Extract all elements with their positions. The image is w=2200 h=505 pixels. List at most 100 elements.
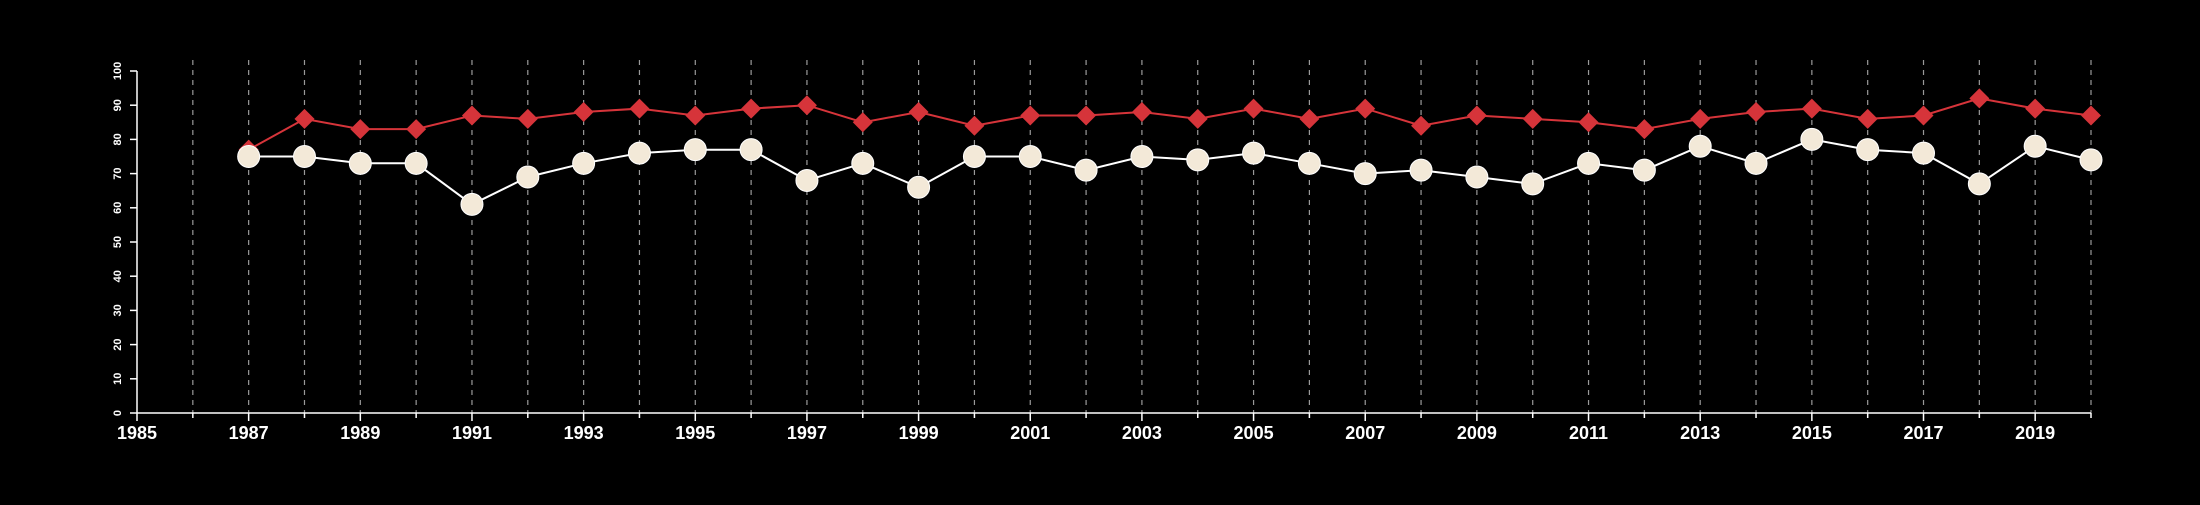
series-2-point xyxy=(1018,145,1042,168)
series-1-point xyxy=(1690,108,1711,129)
x-tick-label: 1987 xyxy=(229,423,269,443)
series-1-point xyxy=(629,98,650,119)
series-1-point xyxy=(1857,108,1878,129)
series-2-point xyxy=(1856,138,1880,162)
y-tick-label: 0 xyxy=(112,410,124,416)
series-1-point xyxy=(1746,102,1767,123)
series-2-point xyxy=(1242,141,1266,165)
series-1-point xyxy=(685,105,706,126)
y-tick-label: 40 xyxy=(112,270,124,282)
gridlines xyxy=(192,60,2092,413)
series-1-point xyxy=(1801,98,1822,119)
series-1-point xyxy=(1020,105,1041,126)
series-1-point xyxy=(1466,105,1487,126)
series-1-point xyxy=(1131,102,1152,123)
series-1-point xyxy=(517,108,538,129)
series-1-line xyxy=(248,97,2092,151)
series-2-point xyxy=(2079,148,2103,172)
series-2-point xyxy=(851,151,875,175)
x-tick-label: 2011 xyxy=(1569,423,1608,443)
series-2-point xyxy=(1297,151,1321,175)
series-1-point xyxy=(294,108,315,129)
series-1-point xyxy=(1634,119,1655,140)
y-tick-label: 30 xyxy=(112,304,124,316)
series-2-point xyxy=(795,168,819,192)
series-1-point xyxy=(2025,98,2046,119)
x-tick-label: 1993 xyxy=(564,423,604,443)
x-tick-label: 2017 xyxy=(1903,423,1943,443)
series-2-point xyxy=(1912,141,1936,165)
x-tick-label: 1999 xyxy=(899,423,939,443)
x-tick-label: 2003 xyxy=(1122,423,1162,443)
series-2-point xyxy=(1967,172,1991,196)
series-1-point xyxy=(1187,108,1208,129)
series-1-point xyxy=(461,105,482,126)
x-tick-label: 2013 xyxy=(1680,423,1720,443)
y-tick-label: 10 xyxy=(112,373,124,385)
x-tick-label: 1991 xyxy=(452,423,492,443)
x-tick-label: 1989 xyxy=(340,423,380,443)
series-1-point xyxy=(573,102,594,123)
series-2-point xyxy=(292,145,316,168)
series-2-point xyxy=(348,151,372,175)
x-tick-label: 2015 xyxy=(1792,423,1832,443)
series-2-point xyxy=(627,141,651,165)
y-tick-label: 50 xyxy=(112,236,124,248)
series-2-point xyxy=(1465,165,1489,189)
series-1-point xyxy=(1355,98,1376,119)
series-1-point xyxy=(1243,98,1264,119)
series-2-point xyxy=(1744,151,1768,175)
series-1-point xyxy=(741,98,762,119)
y-tick-label: 20 xyxy=(112,338,124,350)
series-2-point xyxy=(2023,134,2047,158)
series-1-point xyxy=(406,119,427,140)
series-1-point xyxy=(796,95,817,116)
series-1-point xyxy=(1076,105,1097,126)
x-tick-label: 2001 xyxy=(1010,423,1050,443)
series-1-point xyxy=(964,115,985,136)
series-2-point xyxy=(1688,134,1712,158)
series-2-point xyxy=(962,145,986,168)
series-2-point xyxy=(237,145,261,168)
series-2-point xyxy=(1353,162,1377,186)
series-1-point xyxy=(350,119,371,140)
series-1-point xyxy=(908,102,929,123)
x-tick-label: 1997 xyxy=(787,423,827,443)
x-tick-label: 1995 xyxy=(675,423,715,443)
series-2-point xyxy=(683,138,707,162)
series-2-point xyxy=(1409,158,1433,182)
series-2-point xyxy=(516,165,540,189)
series-2-point xyxy=(1186,148,1210,172)
y-tick-label: 60 xyxy=(112,202,124,214)
series-2-point xyxy=(1800,127,1824,151)
x-tick-label: 2007 xyxy=(1345,423,1385,443)
series-1-point xyxy=(1522,108,1543,129)
series-2-line xyxy=(248,138,2092,206)
series-2-point xyxy=(404,151,428,175)
x-tick-label: 2009 xyxy=(1457,423,1497,443)
x-tick-label: 1985 xyxy=(117,423,157,443)
data-series xyxy=(237,88,2103,216)
series-2-point xyxy=(907,175,931,199)
series-2-point xyxy=(1074,158,1098,182)
series-1-point xyxy=(1411,115,1432,136)
axes: 0 10 20 30 40 50 60 70 80 90 100 1985 1987 1989 1991 19… xyxy=(112,62,2092,443)
series-1-point xyxy=(852,112,873,133)
y-tick-label: 100 xyxy=(112,62,124,80)
series-2-point xyxy=(460,192,484,216)
series-2-point xyxy=(1521,172,1545,196)
y-tick-label: 90 xyxy=(112,99,124,111)
series-1-point xyxy=(1969,88,1990,109)
series-2-point xyxy=(739,138,763,162)
x-tick-label: 2019 xyxy=(2015,423,2055,443)
series-1-point xyxy=(1913,105,1934,126)
series-1-point xyxy=(1578,112,1599,133)
series-2-point xyxy=(1130,145,1154,168)
series-2-point xyxy=(1577,151,1601,175)
x-tick-label: 2005 xyxy=(1234,423,1274,443)
series-1-point xyxy=(1299,108,1320,129)
series-2-point xyxy=(572,151,596,175)
y-tick-label: 70 xyxy=(112,167,124,179)
